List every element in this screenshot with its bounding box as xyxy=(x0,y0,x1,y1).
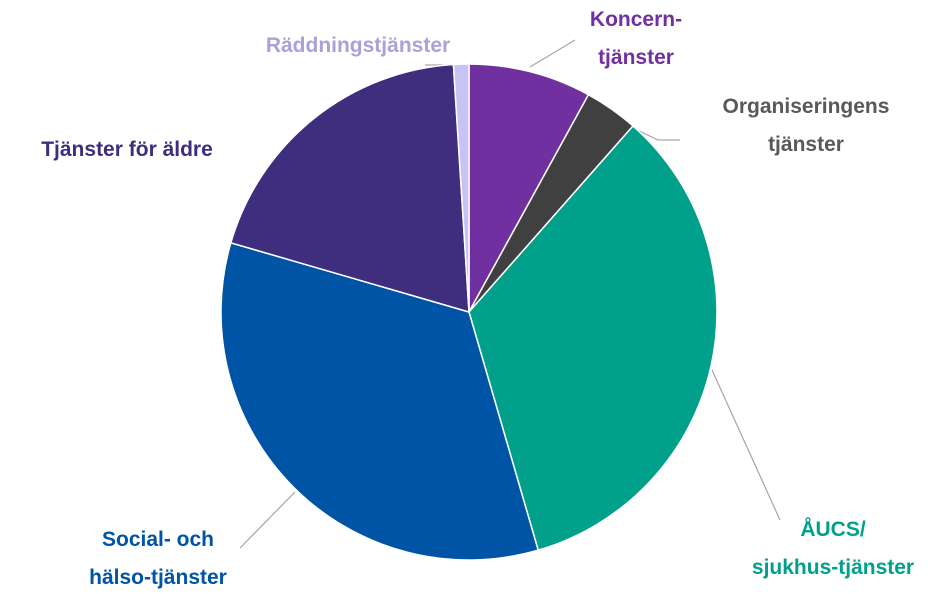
pie-slice xyxy=(468,124,718,552)
slice-label: ÅUCS/sjukhus-tjänster xyxy=(752,517,914,579)
leader-line xyxy=(239,491,296,549)
pie-slice xyxy=(220,241,540,561)
slice-label: Koncern-tjänster xyxy=(590,8,682,69)
slice-label: Social- och hälso-tjänster xyxy=(89,528,227,589)
slice-label: Organiseringens tjänster xyxy=(723,95,890,156)
leader-line xyxy=(529,39,576,68)
pie-slice xyxy=(468,63,590,313)
leader-line xyxy=(711,369,781,521)
slices xyxy=(220,63,718,561)
pie-slice xyxy=(452,63,470,313)
slice-label: Räddningstjänster xyxy=(266,34,450,57)
pie-slice xyxy=(229,63,470,314)
leader-line xyxy=(632,127,680,141)
slice-label: Tjänster för äldre xyxy=(41,138,213,161)
